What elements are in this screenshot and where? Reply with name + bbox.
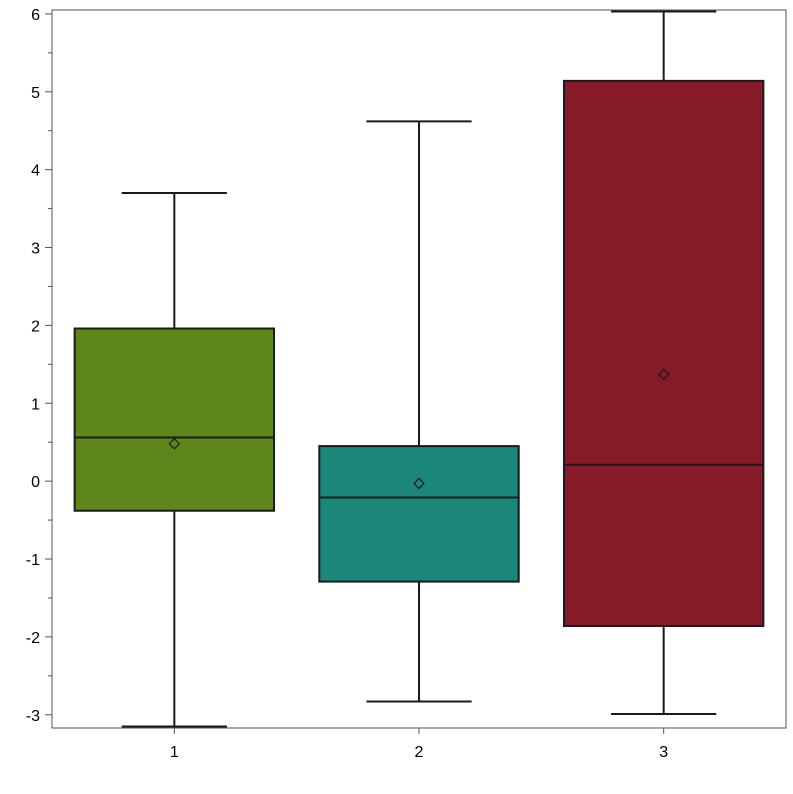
y-tick-label: 0 [31, 474, 40, 491]
y-tick-label: 5 [31, 85, 40, 102]
mean-marker [413, 477, 425, 490]
iqr-box [318, 445, 520, 583]
y-tick-label: -3 [26, 708, 40, 725]
boxes-layer [73, 10, 765, 728]
box-group-3 [562, 10, 765, 715]
y-axis: 6 5 4 3 2 1 0 -1 -2 -3 [26, 7, 52, 725]
x-tick-label: 3 [659, 744, 668, 761]
y-tick-label: 3 [31, 241, 40, 258]
y-tick-label: -1 [26, 552, 40, 569]
y-tick-label: 2 [31, 318, 40, 335]
x-tick-label: 1 [170, 744, 179, 761]
x-tick-label: 2 [415, 744, 424, 761]
iqr-box [562, 79, 765, 627]
box-group-1 [73, 192, 276, 728]
box-group-2 [318, 120, 520, 703]
x-axis: 1 2 3 [170, 728, 668, 761]
mean-marker [168, 437, 181, 450]
mean-marker [657, 368, 670, 381]
y-tick-label: -2 [26, 630, 40, 647]
y-tick-label: 6 [31, 7, 40, 24]
iqr-box [73, 327, 276, 512]
y-tick-label: 4 [31, 163, 40, 180]
y-tick-label: 1 [31, 396, 40, 413]
